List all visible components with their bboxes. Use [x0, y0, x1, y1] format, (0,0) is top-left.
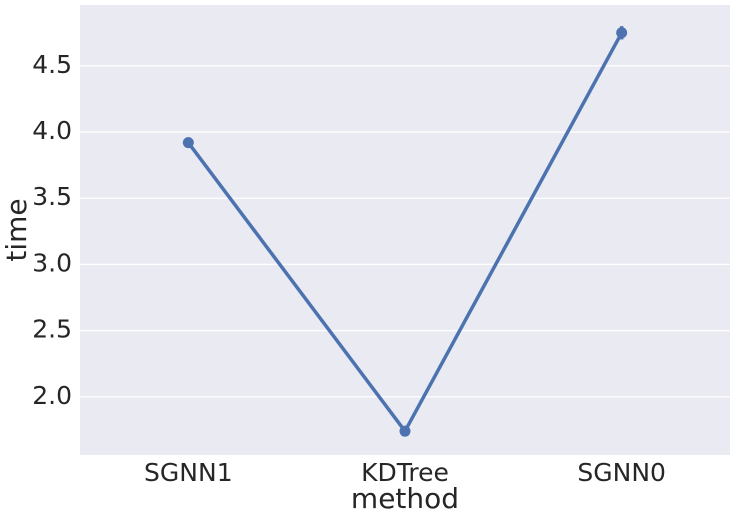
y-axis-label: time: [0, 198, 33, 261]
y-tick-label: 2.0: [32, 381, 72, 410]
y-tick-label: 4.0: [32, 116, 72, 145]
x-axis-label: method: [351, 482, 459, 515]
x-tick-label: KDTree: [361, 458, 449, 487]
point: [399, 425, 411, 437]
y-tick-label: 4.5: [32, 50, 72, 79]
y-tick-label: 3.0: [32, 248, 72, 277]
x-tick-label: SGNN1: [144, 458, 233, 487]
point: [182, 137, 194, 149]
y-tick-label: 3.5: [32, 182, 72, 211]
plot-area: [80, 5, 730, 455]
y-tick-label: 2.5: [32, 315, 72, 344]
x-tick-label: SGNN0: [577, 458, 666, 487]
point: [616, 27, 628, 39]
